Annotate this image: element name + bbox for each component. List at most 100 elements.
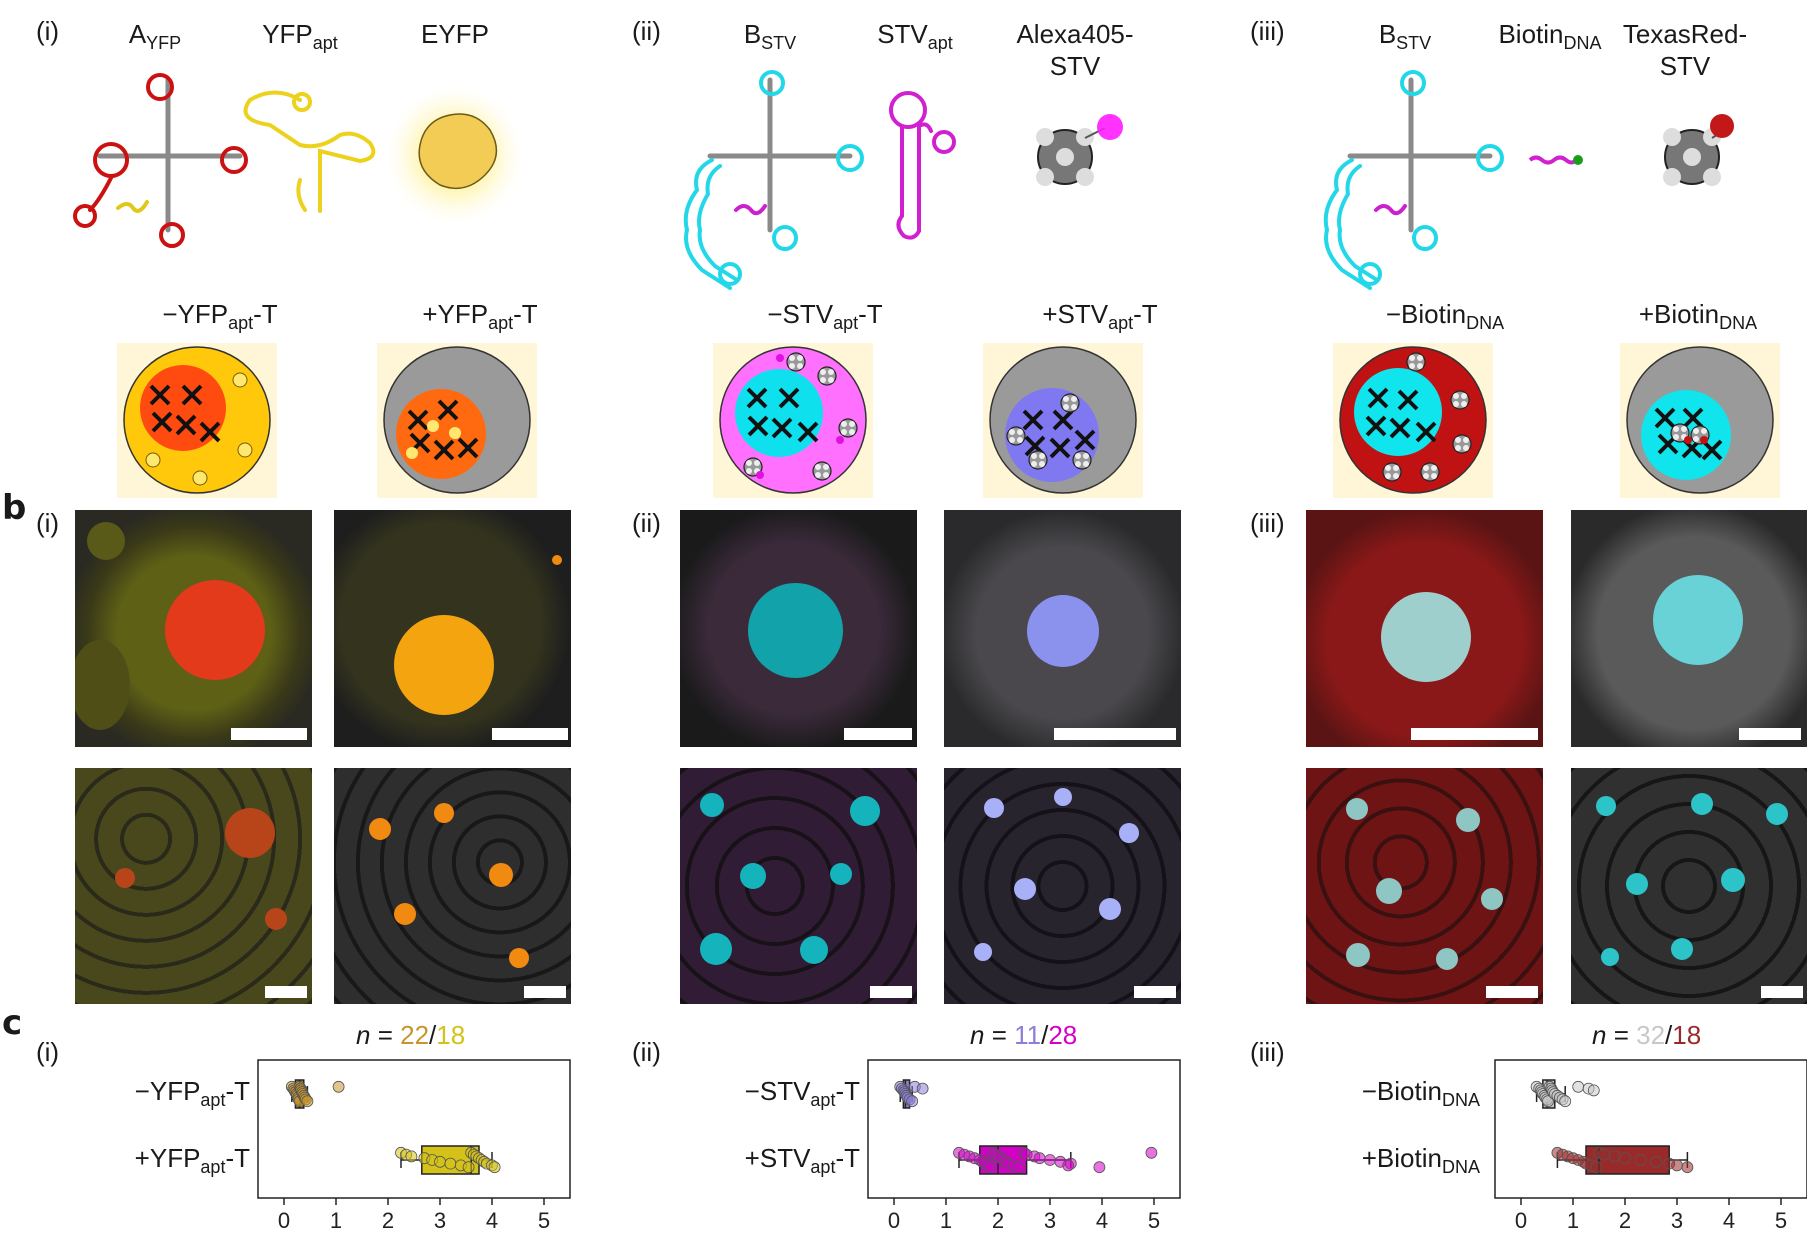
data-point	[1559, 1095, 1572, 1108]
data-point	[1044, 1154, 1056, 1166]
panel-c-i-label: (i)	[36, 1037, 60, 1067]
data-point	[1650, 1155, 1663, 1168]
data-point	[434, 1155, 446, 1168]
data-point	[405, 1150, 418, 1163]
label-yfpapt: YFPapt	[262, 19, 338, 54]
droplet-minus-biotin-icon	[1333, 343, 1493, 498]
x-tick-label: 0	[1515, 1208, 1527, 1233]
section-i-label: (i)	[36, 16, 60, 46]
panel-c-ii-label: (ii)	[632, 1037, 661, 1067]
cond-plus-stvapt: +STVapt-T	[1042, 299, 1158, 334]
data-point	[1619, 1152, 1631, 1165]
micrograph-minus-biotin-zoom	[1306, 510, 1543, 747]
data-point	[1062, 1159, 1075, 1172]
data-point	[1033, 1152, 1046, 1165]
schematic-molecules	[73, 70, 1734, 290]
data-point	[488, 1161, 501, 1174]
micrograph-minus-biotin-wide	[1306, 768, 1543, 1004]
alexa405-stv-icon	[1036, 114, 1123, 186]
x-tick-label: 5	[1148, 1208, 1160, 1233]
x-tick-label: 0	[278, 1208, 290, 1233]
eyfp-protein-icon	[385, 85, 525, 225]
row-label-minus-biotin: −BiotinDNA	[1361, 1076, 1480, 1111]
row-label-plus-stvapt: +STVapt-T	[744, 1143, 860, 1178]
panel-b-i-label: (i)	[36, 508, 60, 538]
data-point	[1542, 1095, 1554, 1108]
data-point	[1598, 1148, 1611, 1161]
x-tick-label: 5	[1775, 1208, 1787, 1233]
plot-frame-0	[257, 1059, 571, 1199]
micrograph-minus-yfpapt-zoom	[75, 510, 312, 747]
data-point	[1590, 1161, 1603, 1174]
x-tick-label: 3	[1044, 1208, 1056, 1233]
droplet-minus-yfpapt-icon	[117, 343, 277, 498]
data-point	[1572, 1080, 1585, 1093]
x-tick-label: 1	[940, 1208, 952, 1233]
stv-aptamer-icon	[889, 91, 956, 240]
n-count-iii: n = 32/18	[1592, 1020, 1702, 1050]
section-iii-label: (iii)	[1250, 16, 1285, 46]
biotin-dna-icon	[1528, 155, 1583, 165]
cond-minus-stvapt: −STVapt-T	[767, 299, 883, 334]
panel-b-iii-label: (iii)	[1250, 508, 1285, 538]
micrograph-minus-yfpapt-wide	[75, 768, 312, 1004]
label-ayfp: AYFP	[128, 19, 182, 54]
label-bstv-iii: BSTV	[1378, 19, 1432, 54]
data-point	[1671, 1159, 1683, 1172]
ayfp-structure-icon	[73, 73, 248, 248]
label-texasred-stv: TexasRed- STV	[1622, 19, 1748, 81]
x-tick-label: 3	[434, 1208, 446, 1233]
panel-c-label: c	[2, 1003, 23, 1043]
micrograph-minus-stvapt-wide	[680, 768, 917, 1004]
data-point	[906, 1095, 919, 1108]
row-label-plus-biotin: +BiotinDNA	[1361, 1143, 1480, 1178]
label-eyfp: EYFP	[421, 19, 489, 49]
cond-minus-biotin: −BiotinDNA	[1385, 299, 1505, 334]
data-point	[1012, 1161, 1025, 1174]
section-ii-label: (ii)	[632, 16, 661, 46]
x-tick-label: 3	[1671, 1208, 1683, 1233]
x-tick-label: 0	[888, 1208, 900, 1233]
droplet-plus-biotin-icon	[1620, 343, 1780, 498]
micrograph-minus-stvapt-zoom	[680, 510, 917, 747]
droplet-minus-stvapt-icon	[713, 343, 873, 498]
plot-frame-2	[1494, 1059, 1807, 1199]
yfp-aptamer-icon	[243, 90, 376, 213]
cond-plus-yfpapt: +YFPapt-T	[422, 299, 538, 334]
n-count-i: n = 22/18	[356, 1020, 466, 1050]
x-tick-label: 2	[382, 1208, 394, 1233]
droplet-schematics	[117, 343, 1780, 498]
data-point	[1681, 1161, 1694, 1174]
x-tick-label: 1	[330, 1208, 342, 1233]
label-alexa405-stv: Alexa405- STV	[1016, 19, 1134, 81]
x-tick-label: 4	[1723, 1208, 1735, 1233]
data-point	[1145, 1146, 1158, 1159]
data-point	[916, 1082, 929, 1095]
label-bstv: BSTV	[743, 19, 797, 54]
data-point	[301, 1095, 314, 1108]
droplet-plus-yfpapt-icon	[377, 343, 537, 498]
x-tick-label: 2	[1619, 1208, 1631, 1233]
bstv-structure-iii-icon	[1323, 70, 1504, 290]
panel-b-ii-label: (ii)	[632, 508, 661, 538]
plot-frame-1	[867, 1059, 1181, 1199]
label-biotin-dna: BiotinDNA	[1498, 19, 1602, 54]
micrograph-plus-stvapt-zoom	[944, 510, 1181, 747]
row-label-minus-stvapt: −STVapt-T	[744, 1076, 860, 1111]
texasred-stv-icon	[1663, 114, 1734, 186]
data-point	[444, 1157, 457, 1170]
data-point	[462, 1161, 475, 1174]
data-point	[332, 1080, 345, 1093]
row-label-minus-yfpapt: −YFPapt-T	[134, 1076, 250, 1111]
x-tick-label: 4	[486, 1208, 498, 1233]
micrograph-plus-stvapt-wide	[944, 768, 1181, 1004]
data-point	[1608, 1150, 1621, 1163]
data-point	[1634, 1154, 1647, 1166]
micrograph-plus-yfpapt-zoom	[334, 510, 571, 747]
cond-plus-biotin: +BiotinDNA	[1638, 299, 1758, 334]
boxplots: 0 1 2 3 4 5 0 1 2 3 4 5 0 1 2 3 4 5	[257, 1059, 1807, 1233]
label-stvapt: STVapt	[877, 19, 953, 54]
micrograph-plus-yfpapt-wide	[334, 768, 571, 1004]
x-tick-label: 4	[1096, 1208, 1108, 1233]
x-tick-label: 2	[992, 1208, 1004, 1233]
